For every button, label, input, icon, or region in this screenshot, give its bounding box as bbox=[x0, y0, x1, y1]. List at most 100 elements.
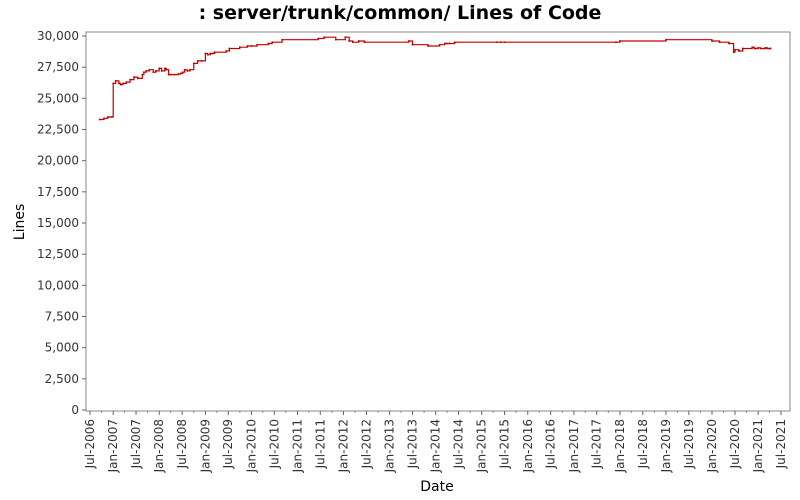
data-point bbox=[317, 37, 320, 40]
data-point bbox=[152, 71, 155, 73]
data-point bbox=[759, 47, 762, 50]
y-tick-label: 25,000 bbox=[37, 91, 79, 105]
y-axis-title: Lines bbox=[12, 204, 28, 240]
data-point bbox=[615, 41, 617, 43]
x-tick-label: Jul-2008 bbox=[175, 419, 189, 469]
x-tick-label: Jul-2006 bbox=[83, 419, 97, 469]
x-tick-label: Jul-2009 bbox=[221, 419, 235, 469]
x-tick-label: Jan-2012 bbox=[336, 419, 350, 473]
data-point bbox=[110, 116, 113, 118]
data-point bbox=[711, 40, 713, 42]
x-tick-label: Jan-2016 bbox=[521, 419, 535, 473]
data-point bbox=[728, 42, 730, 45]
data-point bbox=[246, 45, 249, 47]
data-point bbox=[766, 47, 769, 50]
x-axis-title: Date bbox=[420, 479, 453, 495]
y-tick-label: 17,500 bbox=[37, 185, 79, 199]
data-point bbox=[207, 53, 209, 56]
data-point bbox=[769, 47, 772, 50]
data-point bbox=[250, 45, 253, 47]
data-point bbox=[225, 50, 227, 52]
data-point bbox=[209, 52, 212, 55]
data-point bbox=[438, 43, 441, 46]
y-tick-label: 5,000 bbox=[45, 341, 79, 355]
x-tick-label: Jan-2019 bbox=[659, 419, 673, 473]
data-point bbox=[129, 78, 131, 81]
data-point bbox=[768, 47, 771, 50]
data-point bbox=[103, 117, 105, 120]
data-point bbox=[500, 41, 502, 43]
data-point bbox=[107, 116, 109, 118]
data-point bbox=[133, 76, 135, 78]
data-point bbox=[155, 70, 157, 72]
data-point bbox=[212, 52, 214, 55]
data-point bbox=[122, 82, 124, 85]
data-point bbox=[196, 60, 199, 62]
data-point bbox=[148, 68, 151, 71]
data-point bbox=[183, 68, 186, 71]
y-tick-label: 2,500 bbox=[45, 372, 79, 386]
data-point bbox=[619, 40, 621, 42]
data-point bbox=[145, 70, 147, 72]
data-point bbox=[411, 43, 414, 46]
y-tick-label: 12,500 bbox=[37, 247, 79, 261]
data-point bbox=[352, 41, 354, 43]
data-point bbox=[448, 42, 451, 45]
data-point bbox=[200, 60, 203, 62]
data-point bbox=[119, 83, 122, 86]
data-point bbox=[165, 68, 167, 71]
x-tick-label: Jan-2014 bbox=[429, 419, 443, 473]
y-tick-label: 7,500 bbox=[45, 310, 79, 324]
data-point bbox=[181, 71, 184, 73]
data-point bbox=[348, 40, 350, 42]
data-point bbox=[738, 50, 740, 52]
x-tick-label: Jan-2018 bbox=[613, 419, 627, 473]
data-point bbox=[164, 67, 166, 70]
x-tick-label: Jan-2017 bbox=[567, 419, 581, 473]
data-point bbox=[180, 72, 182, 75]
chart-title: : server/trunk/common/ Lines of Code bbox=[198, 2, 602, 24]
data-point bbox=[271, 41, 273, 43]
x-tick-label: Jan-2010 bbox=[244, 419, 258, 473]
data-point bbox=[665, 38, 667, 41]
x-tick-label: Jul-2016 bbox=[544, 419, 558, 469]
data-point bbox=[444, 42, 446, 45]
x-tick-label: Jul-2012 bbox=[359, 419, 373, 469]
data-point bbox=[204, 52, 207, 55]
data-point bbox=[239, 46, 241, 48]
data-point bbox=[186, 70, 188, 72]
x-tick-label: Jul-2018 bbox=[636, 419, 650, 469]
data-point bbox=[118, 82, 120, 85]
data-point bbox=[323, 36, 325, 38]
x-tick-label: Jul-2021 bbox=[774, 419, 788, 469]
data-point bbox=[281, 38, 283, 41]
data-point bbox=[141, 73, 144, 76]
x-tick-label: Jul-2011 bbox=[313, 419, 327, 469]
data-point bbox=[335, 38, 337, 41]
data-point bbox=[189, 68, 191, 71]
data-point bbox=[173, 73, 176, 76]
data-point bbox=[137, 77, 139, 80]
y-tick-label: 10,000 bbox=[37, 278, 79, 292]
data-point bbox=[358, 40, 360, 42]
y-tick-label: 15,000 bbox=[37, 216, 79, 230]
data-point bbox=[158, 67, 160, 70]
x-tick-label: Jul-2019 bbox=[682, 419, 696, 469]
x-tick-label: Jul-2014 bbox=[452, 419, 466, 469]
data-point bbox=[177, 73, 180, 75]
data-point bbox=[256, 43, 258, 46]
data-point bbox=[753, 47, 756, 50]
data-point bbox=[734, 48, 736, 51]
data-point bbox=[503, 41, 506, 43]
data-point bbox=[125, 81, 128, 83]
data-point bbox=[427, 45, 429, 47]
data-point bbox=[98, 118, 101, 121]
data-point bbox=[114, 80, 117, 82]
x-tick-label: Jan-2008 bbox=[152, 419, 166, 473]
x-tick-label: Jul-2010 bbox=[267, 419, 281, 469]
plot-area bbox=[85, 31, 791, 412]
x-tick-label: Jul-2017 bbox=[590, 419, 604, 469]
x-tick-label: Jul-2020 bbox=[728, 419, 742, 469]
x-tick-label: Jul-2013 bbox=[405, 419, 419, 469]
